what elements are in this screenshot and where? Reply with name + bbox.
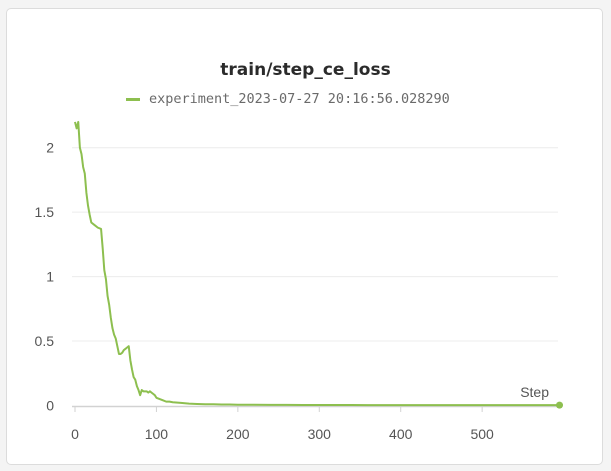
series-layer [74,120,563,409]
y-tick-label: 0.5 [35,333,55,349]
legend-swatch [126,97,140,101]
y-tick-label: 2 [46,140,54,156]
axis-layer: 0 0.5 1 1.5 2 0 100 200 300 400 500 [35,140,558,442]
x-tick-label: 300 [308,426,332,442]
y-tick-label: 1 [46,269,54,285]
x-axis-title: Step [520,384,549,400]
legend[interactable]: experiment_2023-07-27 20:16:56.028290 [126,91,450,107]
grid-layer [72,147,558,342]
x-tick-label: 100 [145,426,169,442]
x-tick-label: 400 [389,426,413,442]
y-tick-label: 0 [46,398,54,414]
series-line[interactable] [74,120,560,407]
x-tick-label: 500 [470,426,494,442]
x-tick-label: 200 [226,426,250,442]
x-tick-label: 0 [71,426,79,442]
chart-title: train/step_ce_loss [220,60,391,80]
chart-panel [6,8,603,465]
legend-series-label: experiment_2023-07-27 20:16:56.028290 [149,91,450,107]
series-end-point[interactable] [556,401,563,409]
y-tick-label: 1.5 [35,204,55,220]
